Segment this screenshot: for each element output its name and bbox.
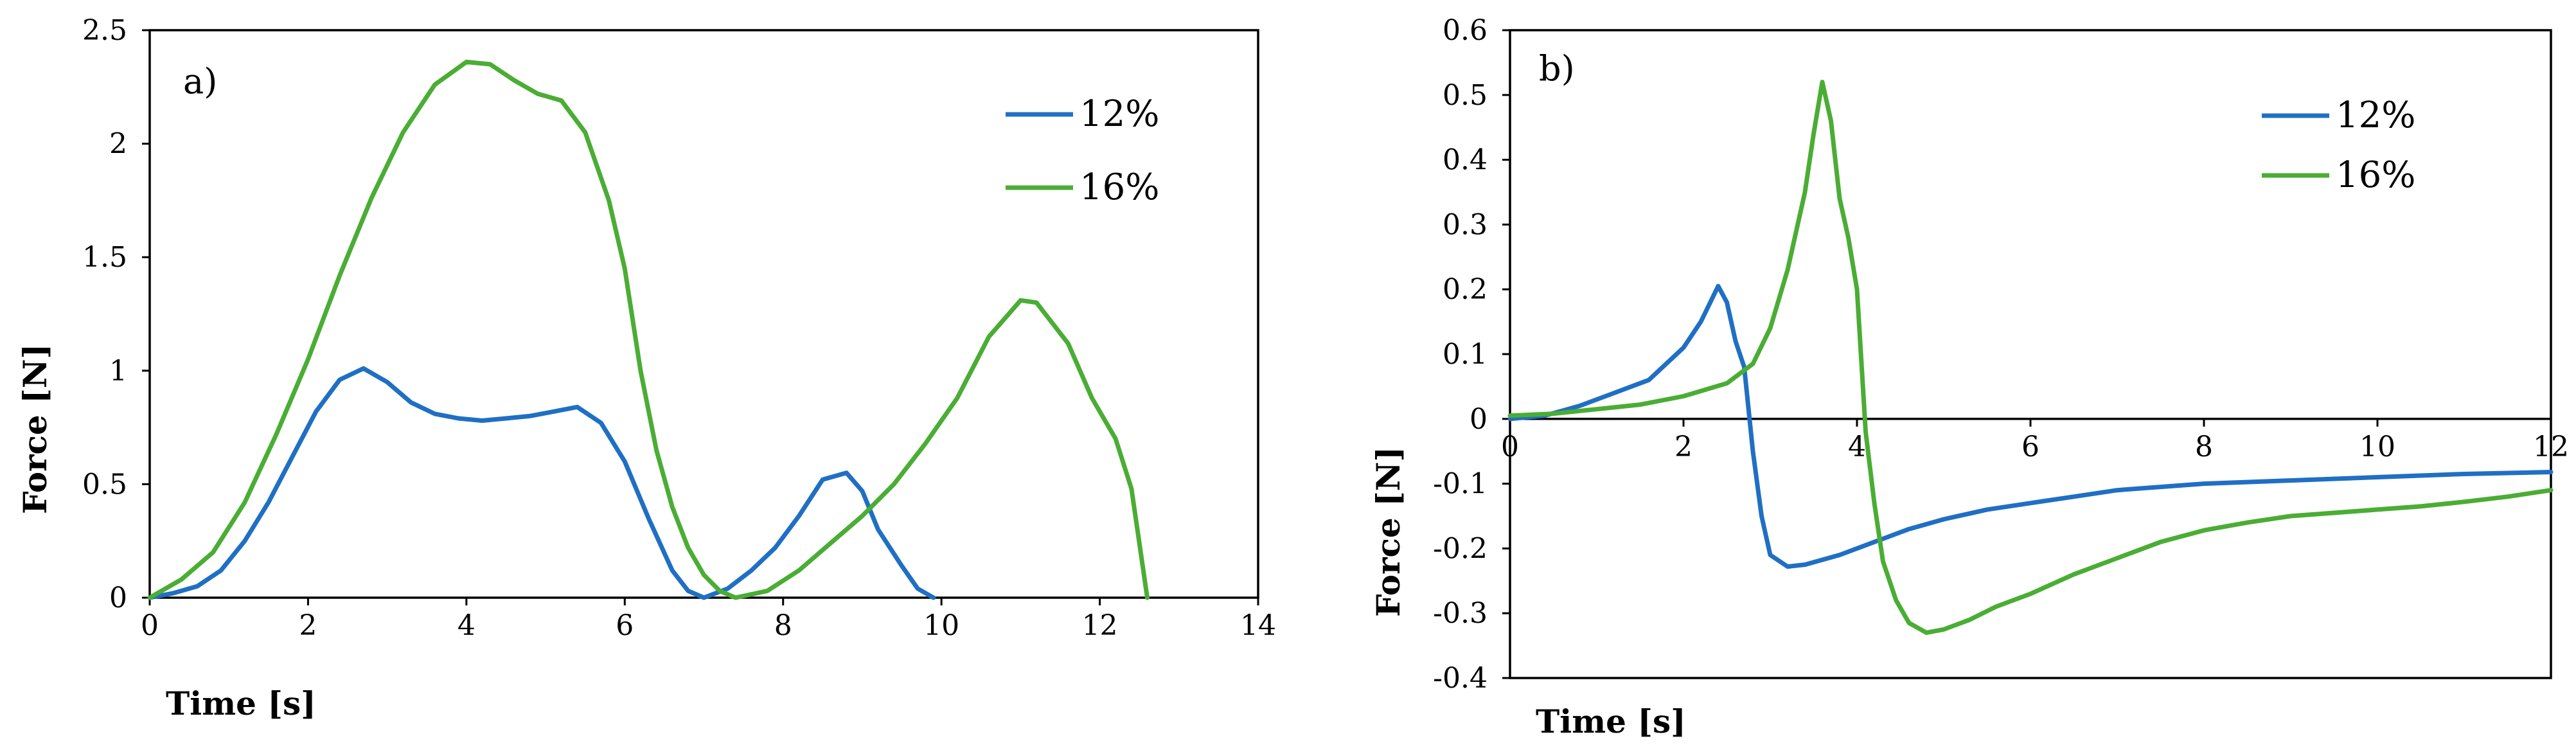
y-tick-label-b: -0.2	[1433, 532, 1488, 565]
y-tick-label-b: -0.1	[1433, 468, 1488, 501]
x-tick-label-a: 0	[141, 609, 159, 642]
legend-label-a-16: 16%	[1079, 166, 1159, 208]
x-axis-title-a: Time [s]	[166, 684, 316, 722]
series-line-a-16pct	[147, 59, 1150, 600]
legend-label-b-16: 16%	[2336, 154, 2415, 196]
y-tick-label-a: 1	[109, 355, 127, 388]
panel-label-a: a)	[183, 61, 217, 102]
y-axis-title-a: Force [N]	[16, 344, 54, 514]
y-tick-label-a: 1.5	[82, 241, 127, 274]
x-tick-label-a: 12	[1082, 609, 1118, 642]
y-tick-label-b: 0.1	[1443, 338, 1488, 371]
x-tick-label-a: 8	[774, 609, 792, 642]
y-tick-label-a: 2	[109, 128, 127, 161]
x-tick-label-a: 2	[299, 609, 317, 642]
tick-group-a: 0 2 4 6 8 10 12 14 0 0.5 1 1.5 2 2.5	[82, 14, 1276, 642]
legend-label-b-12: 12%	[2336, 94, 2415, 136]
x-tick-label-b: 12	[2533, 431, 2569, 463]
x-tick-label-a: 10	[923, 609, 959, 642]
series-line-b-12pct	[1507, 283, 2554, 569]
y-tick-label-b: 0.5	[1443, 79, 1488, 112]
x-tick-label-b: 8	[2195, 431, 2213, 463]
y-tick-label-b: 0	[1470, 403, 1488, 436]
y-axis-title-b: Force [N]	[1369, 447, 1407, 617]
chart-panel-b: 0 2 4 6 8 10 12 -0.4 -0.3 -0.2 -0.1 0 0.1 0.2 0.3 0.4 0.…	[1369, 14, 2569, 740]
series-group-a	[147, 59, 1150, 600]
legend-label-a-12: 12%	[1079, 93, 1159, 135]
tick-group-b: 0 2 4 6 8 10 12 -0.4 -0.3 -0.2 -0.1 0 0.1 0.2 0.3 0.4 0.…	[1433, 14, 2569, 695]
y-tick-label-a: 0	[109, 582, 127, 614]
y-tick-label-b: 0.3	[1443, 208, 1488, 241]
y-tick-label-b: 0.2	[1443, 273, 1488, 306]
x-tick-label-a: 6	[616, 609, 634, 642]
x-tick-label-b: 2	[1674, 431, 1692, 463]
x-tick-label-b: 4	[1848, 431, 1866, 463]
y-tick-label-a: 2.5	[82, 14, 127, 47]
y-tick-label-b: 0.6	[1443, 14, 1488, 47]
chart-panel-a: 0 2 4 6 8 10 12 14 0 0.5 1 1.5 2 2.5 a) 12% 16% Time …	[16, 14, 1276, 722]
y-tick-label-a: 0.5	[82, 468, 127, 501]
y-tick-label-b: 0.4	[1443, 144, 1488, 177]
series-group-b	[1507, 80, 2554, 635]
series-line-a-12pct	[147, 366, 936, 600]
x-tick-label-b: 10	[2359, 431, 2395, 463]
x-axis-title-b: Time [s]	[1536, 702, 1686, 740]
x-tick-label-b: 0	[1501, 431, 1519, 463]
series-line-b-16pct	[1507, 80, 2554, 635]
x-tick-label-a: 4	[457, 609, 475, 642]
y-tick-label-b: -0.4	[1433, 662, 1488, 695]
x-tick-label-b: 6	[2021, 431, 2039, 463]
panel-label-b: b)	[1539, 48, 1575, 89]
x-tick-label-a: 14	[1240, 609, 1276, 642]
y-tick-label-b: -0.3	[1433, 597, 1488, 630]
